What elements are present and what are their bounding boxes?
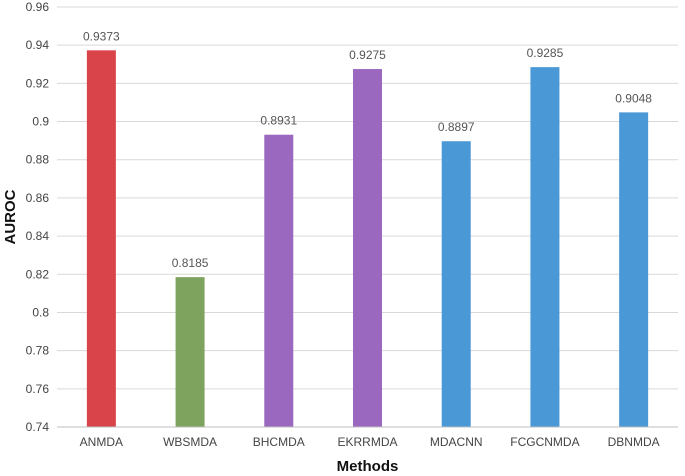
y-tick-label: 0.82 [26, 267, 50, 281]
data-label: 0.8931 [260, 114, 297, 128]
labels: 0.74 0.76 0.78 0.8 0.82 0.84 0.86 0.88 0.9 0.92 0.… [26, 0, 660, 449]
bar-bhcmda [264, 134, 294, 427]
data-label: 0.9275 [349, 48, 386, 62]
data-label: 0.8185 [172, 256, 209, 270]
x-tick-label: FCGCNMDA [510, 435, 579, 449]
bar-mdacnn [441, 141, 471, 427]
bar-dbnmda [619, 112, 649, 427]
y-tick-label: 0.84 [26, 229, 50, 243]
x-tick-label: WBSMDA [163, 435, 217, 449]
y-tick-label: 0.92 [26, 76, 50, 90]
x-axis-title: Methods [337, 458, 399, 475]
y-tick-label: 0.76 [26, 382, 50, 396]
y-tick-label: 0.94 [26, 38, 50, 52]
bar-fcgcnmda [530, 67, 560, 428]
x-tick-label: EKRRMDA [337, 435, 397, 449]
y-tick-label: 0.78 [26, 344, 50, 358]
y-tick-label: 0.86 [26, 191, 50, 205]
data-label: 0.8897 [438, 120, 475, 134]
y-tick-label: 0.88 [26, 153, 50, 167]
data-label: 0.9373 [83, 29, 120, 43]
y-axis-title: AUROC [2, 189, 19, 244]
data-label: 0.9048 [615, 91, 652, 105]
x-tick-label: ANMDA [80, 435, 123, 449]
y-tick-label: 0.9 [32, 115, 49, 129]
x-tick-label: DBNMDA [608, 435, 660, 449]
x-tick-label: BHCMDA [253, 435, 305, 449]
bar-ekrrmda [353, 69, 382, 427]
bar-wbsmda [175, 277, 205, 427]
y-tick-label: 0.74 [26, 420, 50, 434]
bars [86, 50, 649, 428]
y-tick-label: 0.96 [26, 0, 50, 14]
x-tick-label: MDACNN [430, 435, 483, 449]
y-tick-label: 0.8 [32, 305, 49, 319]
bar-anmda [86, 50, 116, 427]
data-label: 0.9285 [527, 46, 564, 60]
